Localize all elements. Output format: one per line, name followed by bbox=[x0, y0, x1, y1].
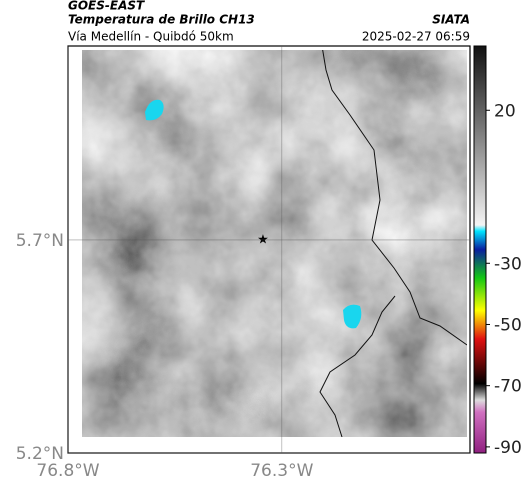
colorbar-tick-label: -70 bbox=[494, 377, 522, 397]
title: GOES-EAST bbox=[68, 0, 145, 13]
cold-cloud bbox=[145, 99, 164, 121]
source: SIATA bbox=[432, 13, 470, 27]
colorbar-tick-label: 20 bbox=[494, 101, 516, 121]
colorbar-tick-label: -30 bbox=[494, 254, 522, 274]
y-tick-label: 5.7°N bbox=[16, 231, 64, 251]
colorbar-tick-label: -50 bbox=[494, 315, 522, 335]
caption: Vía Medellín - Quibdó 50km bbox=[68, 30, 234, 44]
colorbar-tick-label: -90 bbox=[494, 438, 522, 458]
y-tick-label: 5.2°N bbox=[16, 444, 64, 464]
border bbox=[322, 50, 467, 346]
satellite-image bbox=[82, 50, 467, 437]
subtitle: Temperatura de Brillo CH13 bbox=[68, 13, 255, 27]
x-tick-label: 76.8°W bbox=[36, 461, 99, 481]
cold-cloud bbox=[343, 304, 362, 329]
x-tick-label: 76.3°W bbox=[250, 461, 313, 481]
colorbar bbox=[473, 45, 487, 454]
border bbox=[319, 295, 396, 437]
datetime: 2025-02-27 06:59 bbox=[362, 30, 470, 44]
